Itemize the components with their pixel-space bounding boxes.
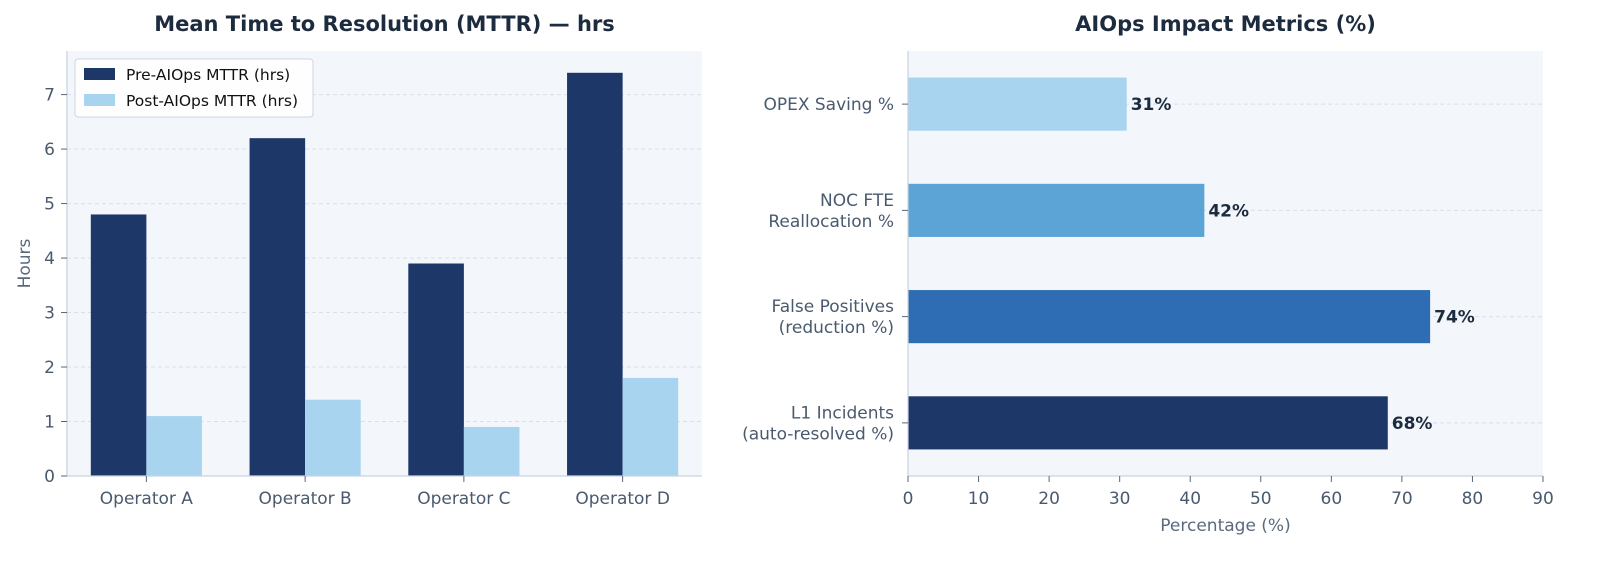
impact-bar	[908, 396, 1388, 450]
bar-value-label: 42%	[1208, 201, 1249, 221]
impact-bar	[908, 183, 1205, 237]
y-tick-label: 4	[44, 249, 55, 269]
impact-chart-title: AIOps Impact Metrics (%)	[1075, 12, 1376, 36]
impact-data-labels: 68% 74% 42% 31%	[1131, 95, 1475, 434]
y-tick-label: 2	[44, 358, 55, 378]
y-tick-label: 5	[44, 195, 55, 215]
mttr-x-ticks: Operator A Operator B Operator C Operator D	[100, 476, 670, 509]
y-tick-label: 3	[44, 304, 55, 324]
y-tick-label: L1 Incidents (auto-resolved %)	[742, 403, 894, 444]
bar-pre-aiops	[408, 263, 464, 476]
y-tick-label: False Positives (reduction %)	[772, 297, 895, 338]
x-tick-label: 20	[1038, 489, 1060, 509]
impact-axes	[907, 51, 1543, 477]
x-tick-label: Operator A	[100, 489, 193, 509]
x-tick-label: 80	[1462, 489, 1484, 509]
bar-post-aiops	[305, 399, 361, 476]
x-tick-label: Operator C	[417, 489, 510, 509]
bar-post-aiops	[463, 426, 520, 476]
impact-bar	[908, 77, 1127, 131]
x-tick-label: Operator B	[259, 489, 352, 509]
impact-chart: 0 10 20 30 40 50 60 70 80 90 L1 Incidents (auto-re…	[742, 12, 1554, 536]
legend-label-post: Post-AIOps MTTR (hrs)	[126, 92, 298, 110]
mttr-axes	[66, 51, 702, 477]
y-tick-label: 1	[44, 413, 55, 433]
mttr-bars	[90, 72, 679, 477]
legend-swatch-pre	[84, 68, 115, 80]
x-tick-label: 10	[968, 489, 990, 509]
mttr-y-axis-label: Hours	[15, 238, 35, 288]
mttr-chart-title: Mean Time to Resolution (MTTR) — hrs	[154, 12, 615, 36]
bar-value-label: 31%	[1131, 95, 1172, 115]
x-tick-label: 0	[903, 489, 914, 509]
y-tick-label: 6	[44, 140, 55, 160]
x-tick-label: 50	[1250, 489, 1272, 509]
impact-bars	[908, 77, 1431, 450]
x-tick-label: 30	[1109, 489, 1131, 509]
y-tick-label: NOC FTE Reallocation %	[768, 191, 894, 232]
y-tick-label: 7	[44, 86, 55, 106]
x-tick-label: 40	[1179, 489, 1201, 509]
impact-x-axis-label: Percentage (%)	[1160, 516, 1290, 536]
x-tick-label: Operator D	[575, 489, 670, 509]
bar-post-aiops	[622, 377, 679, 476]
impact-x-ticks: 0 10 20 30 40 50 60 70 80 90	[903, 476, 1554, 509]
y-tick-label: 0	[44, 467, 55, 487]
x-tick-label: 70	[1391, 489, 1413, 509]
bar-post-aiops	[146, 416, 202, 476]
bar-pre-aiops	[90, 214, 147, 476]
y-tick-label: OPEX Saving %	[763, 95, 894, 115]
legend-box	[74, 58, 314, 118]
x-tick-label: 60	[1321, 489, 1343, 509]
mttr-legend: Pre-AIOps MTTR (hrs) Post-AIOps MTTR (hr…	[74, 58, 314, 118]
impact-bar	[908, 290, 1431, 344]
bar-value-label: 68%	[1392, 414, 1433, 434]
bar-pre-aiops	[249, 138, 306, 476]
x-tick-label: 90	[1532, 489, 1554, 509]
mttr-y-ticks: 0 1 2 3 4 5 6 7	[44, 86, 67, 487]
bar-value-label: 74%	[1434, 308, 1475, 328]
impact-y-ticks: L1 Incidents (auto-resolved %) False Posit…	[742, 95, 908, 444]
bar-pre-aiops	[567, 72, 623, 477]
legend-label-pre: Pre-AIOps MTTR (hrs)	[126, 66, 290, 84]
legend-swatch-post	[84, 94, 115, 106]
